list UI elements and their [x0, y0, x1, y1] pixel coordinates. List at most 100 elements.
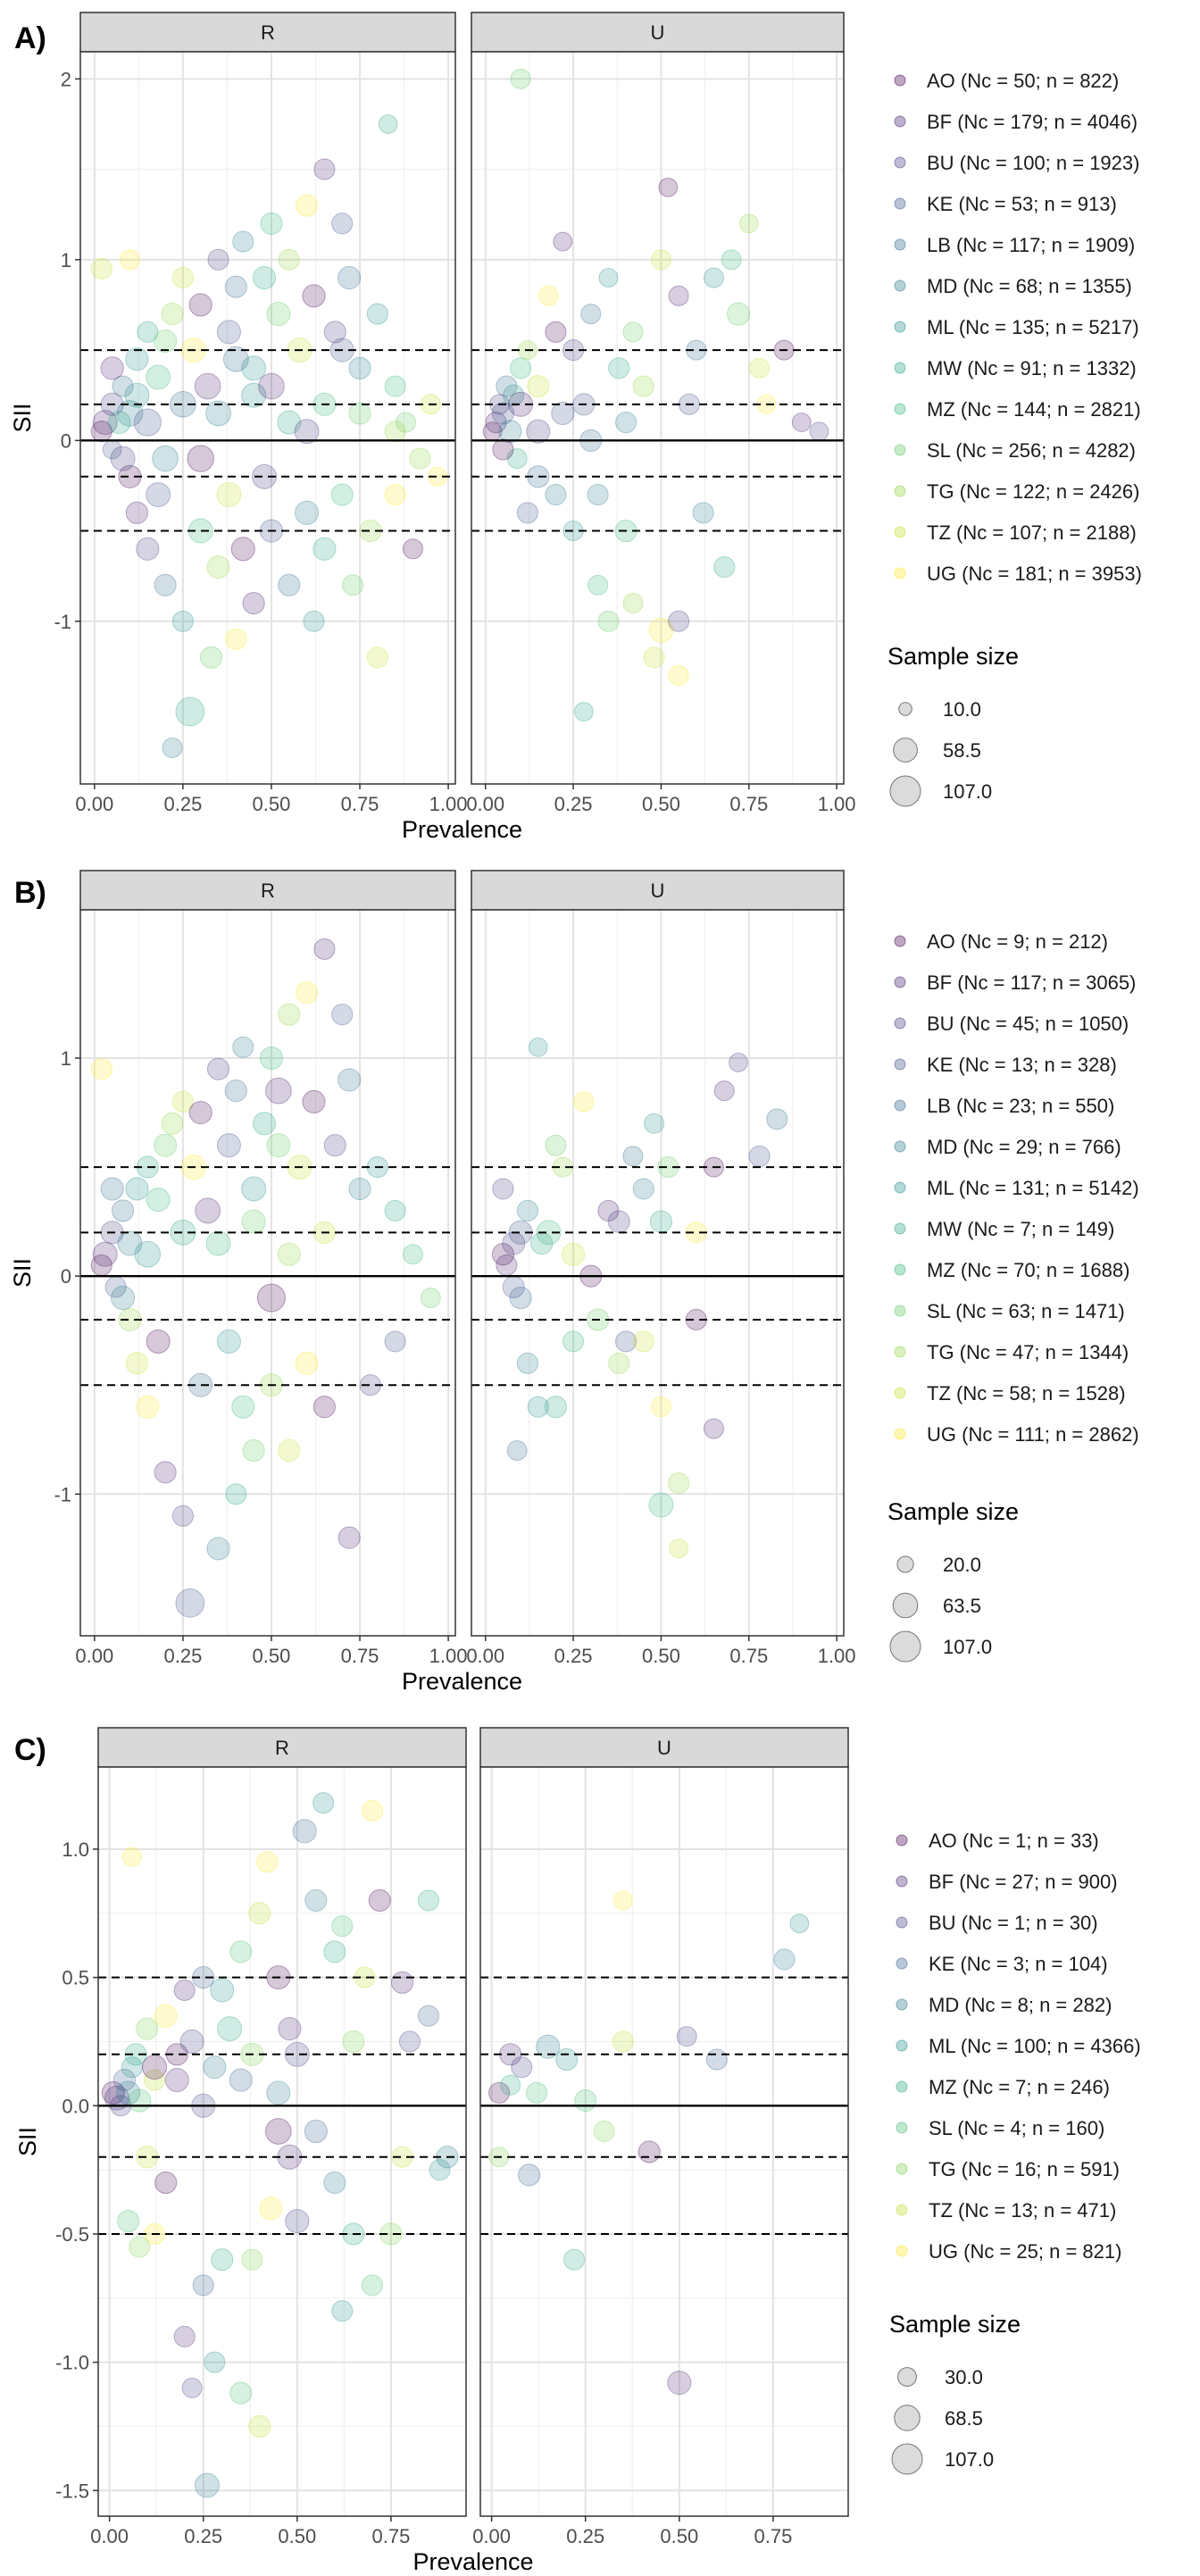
data-point — [323, 1940, 346, 1963]
x-tick-label: 0.00 — [466, 1645, 504, 1667]
data-point — [669, 1538, 689, 1559]
legend-label: MZ (Nc = 144; n = 2821) — [927, 398, 1141, 421]
data-point — [241, 355, 267, 381]
facet-r: R 0.00 0.25 0.50 0.75 -1.5 -1.0 -0.5 0.0 0.5 1.0 — [55, 1727, 467, 2547]
data-point — [294, 419, 320, 445]
data-point — [241, 382, 267, 408]
x-tick-label: 0.50 — [642, 1645, 680, 1667]
data-point — [312, 1396, 336, 1419]
legend-key — [894, 1222, 906, 1235]
data-point — [194, 2472, 220, 2498]
data-point — [225, 1483, 247, 1505]
panel-1: A) R 0.00 0.25 0.50 0.75 1.00 -1 0 1 2 U 0.00 0.25 0.5… — [9, 12, 1142, 843]
data-point — [136, 1395, 160, 1419]
data-point — [110, 446, 136, 471]
data-point — [242, 1438, 265, 1463]
plot-background — [80, 52, 455, 784]
legend-key — [894, 1140, 906, 1153]
data-point — [496, 375, 518, 397]
size-legend: Sample size 20.0 63.5 107.0 — [888, 1498, 1019, 1663]
data-point — [266, 1133, 291, 1158]
legend-label: MZ (Nc = 7; n = 246) — [929, 2076, 1110, 2098]
data-point — [100, 1177, 124, 1201]
data-point — [738, 213, 759, 234]
facet-strip-label: U — [651, 21, 665, 44]
data-point — [705, 2048, 728, 2071]
facet-strip-label: R — [275, 1737, 289, 1759]
legend-key — [894, 526, 906, 538]
legend-label: BF (Nc = 179; n = 4046) — [927, 111, 1138, 133]
data-point — [545, 483, 567, 506]
data-point — [252, 266, 277, 290]
data-point — [516, 1199, 539, 1221]
legend-label: MZ (Nc = 70; n = 1688) — [927, 1259, 1129, 1281]
data-point — [217, 2016, 243, 2042]
plot-border — [479, 1766, 849, 2517]
y-tick-label: 0 — [61, 1265, 71, 1288]
legend-label: AO (Nc = 50; n = 822) — [927, 70, 1119, 92]
size-legend-key — [889, 775, 921, 807]
data-point — [563, 2248, 586, 2271]
plot-background — [98, 1767, 466, 2516]
y-tick-label: -1.5 — [55, 2480, 89, 2502]
size-legend-label: 58.5 — [943, 739, 981, 762]
legend-key — [894, 1305, 906, 1317]
x-tick-label: 0.75 — [754, 2525, 793, 2547]
size-legend-key — [893, 738, 918, 763]
legend-label: ML (Nc = 135; n = 5217) — [927, 316, 1139, 338]
data-point — [278, 573, 301, 596]
data-point — [323, 321, 346, 344]
data-point — [650, 249, 671, 271]
data-point — [207, 248, 229, 271]
data-point — [216, 1329, 241, 1354]
data-point — [721, 249, 742, 271]
facet-strip — [479, 1727, 849, 1768]
data-point — [409, 447, 431, 470]
data-point — [562, 1242, 586, 1266]
legend-label: BF (Nc = 117; n = 3065) — [927, 971, 1136, 994]
legend-label: SL (Nc = 4; n = 160) — [929, 2117, 1104, 2139]
facet-strip — [79, 12, 456, 53]
data-point — [713, 1080, 735, 1102]
data-point — [206, 554, 230, 579]
x-axis-title: Prevalence — [402, 816, 522, 843]
data-point — [502, 1275, 525, 1298]
data-point — [137, 321, 159, 343]
data-point — [136, 2017, 159, 2040]
data-point — [259, 2197, 283, 2221]
size-legend-title: Sample size — [888, 1498, 1019, 1525]
data-point — [252, 463, 278, 489]
data-point — [203, 2055, 227, 2080]
facet-strip — [97, 1727, 467, 1768]
data-point — [192, 2274, 214, 2297]
x-tick-label: 0.25 — [163, 793, 202, 815]
data-point — [366, 303, 388, 325]
x-tick-label: 0.25 — [184, 2525, 222, 2547]
data-point — [112, 375, 134, 397]
data-point — [195, 1197, 221, 1224]
legend-key — [896, 1998, 908, 2011]
data-point — [644, 1113, 665, 1134]
legend-key — [894, 74, 906, 87]
data-point — [284, 2041, 310, 2067]
legend-label: LB (Nc = 23; n = 550) — [927, 1095, 1114, 1117]
size-legend-key — [896, 1555, 914, 1573]
data-point — [134, 1240, 162, 1268]
x-tick-label: 0.75 — [729, 1645, 768, 1667]
panel-3: C) R 0.00 0.25 0.50 0.75 -1.5 -1.0 -0.5 0.0 0.5 1.0… — [14, 1727, 1141, 2575]
x-tick-label: 0.00 — [472, 2525, 511, 2547]
data-point — [331, 1004, 354, 1026]
legend-label: MW (Nc = 91; n = 1332) — [927, 357, 1137, 379]
data-point — [348, 1177, 371, 1201]
legend-key — [896, 2245, 908, 2257]
plot-border — [97, 1766, 467, 2517]
size-legend-title: Sample size — [888, 643, 1019, 670]
data-point — [206, 1537, 230, 1561]
data-point — [323, 1134, 346, 1157]
size-legend-label: 68.5 — [945, 2407, 983, 2430]
facet-strip-label: U — [651, 880, 665, 902]
data-point — [488, 2081, 511, 2104]
data-point — [161, 303, 184, 326]
